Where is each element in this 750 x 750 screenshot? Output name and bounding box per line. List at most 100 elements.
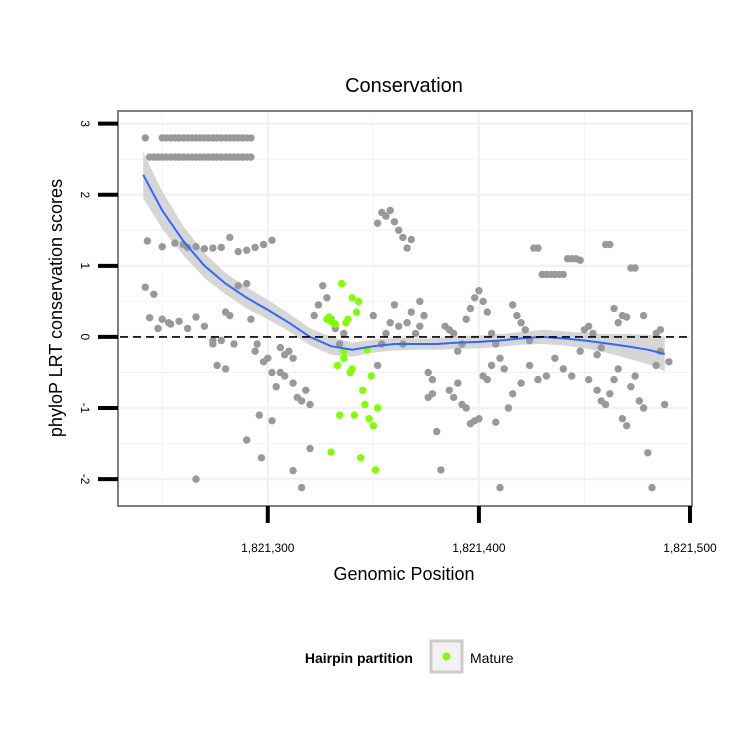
point-mature bbox=[344, 315, 352, 323]
point-other bbox=[475, 287, 483, 295]
point-other bbox=[373, 361, 382, 370]
point-other bbox=[576, 256, 584, 264]
point-other bbox=[479, 297, 487, 306]
point-other bbox=[276, 343, 285, 352]
point-mature bbox=[367, 372, 375, 380]
point-other bbox=[661, 400, 669, 409]
point-other bbox=[386, 206, 394, 215]
point-other bbox=[492, 340, 500, 348]
confidence-band-layer bbox=[143, 152, 665, 372]
point-other bbox=[487, 329, 496, 338]
point-other bbox=[639, 404, 648, 412]
x-tick-label: 1,821,400 bbox=[452, 541, 506, 555]
point-other bbox=[534, 244, 542, 252]
point-other bbox=[281, 372, 289, 380]
point-other bbox=[652, 361, 660, 370]
point-other bbox=[631, 264, 639, 272]
point-other bbox=[534, 375, 542, 384]
point-other bbox=[221, 308, 230, 316]
legend-label-mature: Mature bbox=[470, 650, 514, 666]
point-other bbox=[234, 247, 242, 256]
point-other bbox=[251, 347, 259, 355]
point-other bbox=[610, 375, 618, 384]
smooth-line bbox=[142, 174, 665, 355]
point-other bbox=[504, 404, 513, 412]
point-other bbox=[631, 372, 639, 380]
point-other bbox=[521, 326, 529, 334]
point-other bbox=[340, 329, 348, 338]
point-other bbox=[247, 315, 255, 323]
point-other bbox=[623, 422, 631, 430]
x-axis: 1,821,300 1,821,400 1,821,500 bbox=[241, 506, 717, 555]
point-other bbox=[302, 386, 310, 394]
point-other bbox=[509, 301, 517, 309]
point-other bbox=[386, 319, 394, 327]
point-other bbox=[517, 379, 525, 387]
point-other bbox=[382, 212, 390, 220]
point-other bbox=[399, 233, 407, 242]
point-other bbox=[141, 134, 149, 142]
point-other bbox=[143, 237, 152, 245]
point-other bbox=[496, 354, 504, 362]
point-other bbox=[644, 449, 652, 457]
point-other bbox=[323, 294, 331, 302]
point-other bbox=[382, 329, 390, 338]
y-tick-label: 1 bbox=[78, 262, 92, 269]
legend-key-mature-dot bbox=[442, 652, 451, 661]
point-other bbox=[593, 386, 601, 394]
point-other bbox=[154, 324, 162, 333]
point-other bbox=[289, 379, 297, 387]
point-mature bbox=[361, 400, 369, 409]
point-other bbox=[243, 246, 251, 254]
point-mature bbox=[359, 386, 367, 394]
point-other bbox=[289, 466, 297, 475]
point-other bbox=[428, 375, 437, 384]
point-other bbox=[635, 397, 643, 405]
point-other bbox=[171, 239, 179, 247]
y-tick-label: -2 bbox=[78, 474, 92, 485]
point-other bbox=[395, 322, 403, 330]
point-other bbox=[411, 329, 420, 338]
point-other bbox=[576, 347, 584, 355]
point-other bbox=[589, 329, 597, 338]
legend-title: Hairpin partition bbox=[305, 650, 413, 666]
point-other bbox=[253, 340, 261, 348]
point-other bbox=[243, 279, 251, 288]
point-other bbox=[230, 340, 238, 348]
point-other bbox=[487, 361, 496, 370]
point-other bbox=[551, 354, 559, 362]
y-tick-label: -1 bbox=[78, 403, 92, 414]
point-other bbox=[407, 308, 415, 316]
point-other bbox=[403, 244, 411, 252]
point-other bbox=[449, 393, 458, 402]
point-other bbox=[150, 290, 158, 298]
point-other bbox=[483, 308, 491, 316]
point-other bbox=[200, 245, 209, 253]
point-mature bbox=[338, 279, 346, 288]
point-other bbox=[234, 282, 242, 290]
point-other bbox=[597, 343, 605, 352]
point-other bbox=[314, 301, 323, 309]
point-other bbox=[614, 319, 622, 327]
point-mature bbox=[335, 411, 344, 419]
point-other bbox=[268, 417, 276, 425]
point-other bbox=[416, 297, 424, 306]
point-other bbox=[623, 313, 631, 321]
point-other bbox=[559, 270, 567, 279]
point-other bbox=[183, 324, 192, 333]
point-mature bbox=[373, 404, 382, 412]
point-mature bbox=[327, 448, 335, 456]
point-other bbox=[483, 375, 491, 384]
point-mature bbox=[348, 294, 356, 302]
y-axis: 3 2 1 0 -1 -2 bbox=[78, 120, 118, 485]
point-other bbox=[500, 365, 508, 373]
point-other bbox=[437, 466, 445, 474]
point-other bbox=[424, 368, 432, 377]
point-other bbox=[145, 314, 154, 322]
x-tick-label: 1,821,300 bbox=[241, 541, 295, 555]
point-other bbox=[209, 336, 217, 345]
point-other bbox=[403, 319, 411, 327]
point-other bbox=[164, 319, 173, 327]
y-tick-label: 0 bbox=[78, 334, 92, 341]
point-other bbox=[247, 134, 255, 142]
